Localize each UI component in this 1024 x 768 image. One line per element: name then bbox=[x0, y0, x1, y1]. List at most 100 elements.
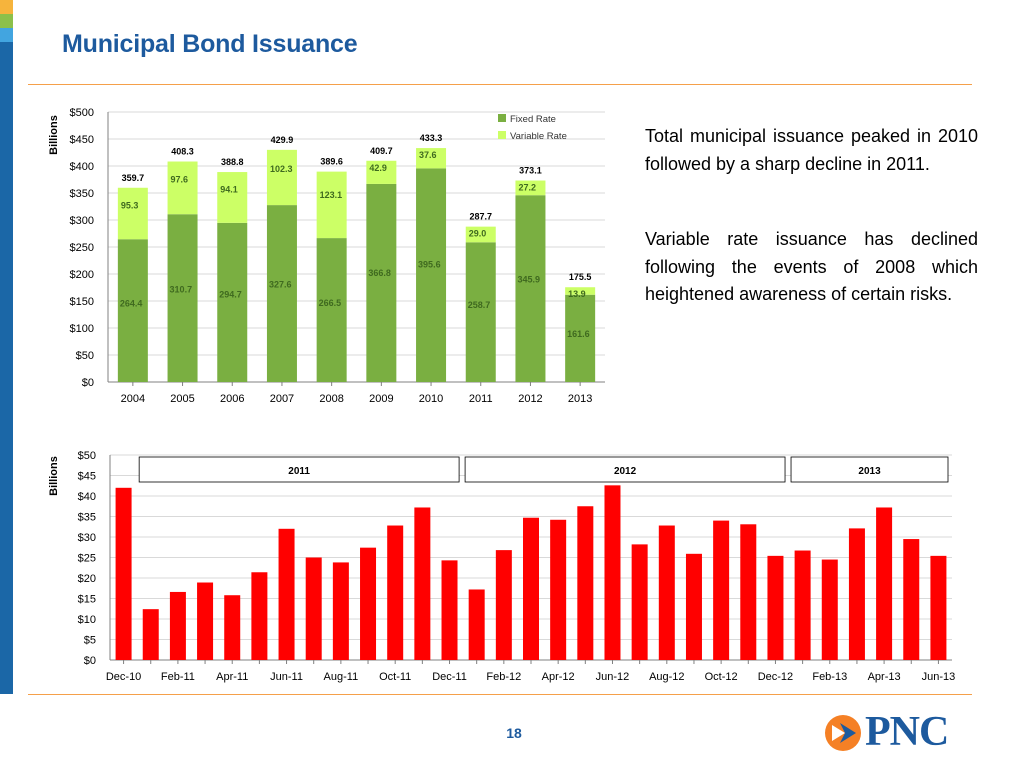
year-group-label: 2011 bbox=[288, 466, 310, 477]
pnc-logo: PNC bbox=[823, 709, 973, 755]
data-label-total: 409.7 bbox=[370, 146, 393, 156]
data-label-variable: 29.0 bbox=[469, 229, 487, 239]
data-label-total: 408.3 bbox=[171, 147, 194, 157]
x-tick-label: 2009 bbox=[369, 393, 393, 405]
year-group-label: 2013 bbox=[858, 466, 881, 477]
y-tick-label: $350 bbox=[70, 188, 94, 200]
x-tick-label: 2011 bbox=[469, 393, 493, 405]
bar-monthly-issuance bbox=[495, 550, 512, 660]
x-tick-label: Feb-13 bbox=[812, 671, 847, 683]
data-label-fixed: 161.6 bbox=[567, 329, 590, 339]
data-label-fixed: 327.6 bbox=[269, 280, 292, 290]
slide-title: Municipal Bond Issuance bbox=[62, 30, 358, 58]
y-tick-label: $40 bbox=[78, 491, 96, 503]
bar-monthly-issuance bbox=[631, 544, 648, 660]
y-tick-label: $500 bbox=[70, 107, 94, 119]
data-label-fixed: 366.8 bbox=[368, 268, 391, 278]
bar-variable-rate bbox=[266, 149, 297, 206]
bar-fixed-rate bbox=[217, 222, 248, 382]
data-label-variable: 37.6 bbox=[419, 150, 437, 160]
data-label-total: 389.6 bbox=[320, 157, 343, 167]
x-tick-label: 2005 bbox=[170, 393, 194, 405]
data-label-fixed: 294.7 bbox=[219, 289, 242, 299]
x-tick-label: Oct-12 bbox=[705, 671, 738, 683]
x-tick-label: Feb-12 bbox=[486, 671, 521, 683]
bar-monthly-issuance bbox=[360, 547, 377, 660]
bar-monthly-issuance bbox=[876, 507, 893, 660]
page-number: 18 bbox=[506, 725, 522, 741]
bar-monthly-issuance bbox=[278, 528, 295, 660]
bar-monthly-issuance bbox=[197, 582, 214, 660]
x-tick-label: Apr-12 bbox=[542, 671, 575, 683]
bar-variable-rate bbox=[366, 160, 397, 184]
x-tick-label: Apr-13 bbox=[868, 671, 901, 683]
footer-rule bbox=[28, 694, 972, 695]
bar-variable-rate bbox=[565, 287, 596, 295]
bar-monthly-issuance bbox=[848, 528, 865, 660]
bar-fixed-rate bbox=[465, 242, 496, 382]
bar-monthly-issuance bbox=[577, 506, 594, 660]
bar-monthly-issuance bbox=[685, 553, 702, 660]
bar-monthly-issuance bbox=[414, 507, 431, 660]
y-tick-label: $450 bbox=[70, 134, 94, 146]
y-tick-label: $45 bbox=[78, 471, 96, 483]
left-accent-bar bbox=[0, 0, 13, 694]
bar-variable-rate bbox=[117, 187, 148, 240]
bar-monthly-issuance bbox=[332, 562, 349, 660]
pnc-logo-text: PNC bbox=[865, 709, 949, 755]
bar-monthly-issuance bbox=[658, 525, 675, 660]
data-label-fixed: 266.5 bbox=[319, 298, 342, 308]
pnc-logo-icon bbox=[825, 715, 861, 751]
x-tick-label: Dec-10 bbox=[106, 671, 141, 683]
paragraph-variable-rate: Variable rate issuance has declined foll… bbox=[645, 229, 978, 304]
bar-variable-rate bbox=[316, 171, 347, 239]
bar-monthly-issuance bbox=[794, 550, 811, 660]
bar-monthly-issuance bbox=[550, 519, 567, 660]
bar-variable-rate bbox=[515, 180, 546, 196]
legend-label-fixed: Fixed Rate bbox=[510, 114, 556, 125]
bar-monthly-issuance bbox=[767, 555, 784, 660]
y-tick-label: $0 bbox=[84, 655, 96, 667]
data-label-total: 359.7 bbox=[122, 173, 145, 183]
y-tick-label: $300 bbox=[70, 215, 94, 227]
bar-fixed-rate bbox=[416, 168, 447, 382]
x-tick-label: Jun-13 bbox=[922, 671, 956, 683]
data-label-total: 175.5 bbox=[569, 272, 592, 282]
annual-issuance-chart: $0 $50 $100 $150 $200 $250 $300 $350 $400 $450 $50… bbox=[48, 107, 605, 405]
bar-monthly-issuance bbox=[930, 555, 947, 660]
bar-monthly-issuance bbox=[713, 520, 730, 660]
y-tick-label: $50 bbox=[78, 450, 96, 462]
y-tick-label: $400 bbox=[70, 161, 94, 173]
header-rule bbox=[28, 84, 972, 85]
y-tick-label: $10 bbox=[78, 614, 96, 626]
y-axis-title: Billions bbox=[48, 115, 60, 155]
data-label-fixed: 258.7 bbox=[468, 300, 491, 310]
y-tick-label: $25 bbox=[78, 553, 96, 565]
y-tick-label: $100 bbox=[70, 323, 94, 335]
y-tick-label: $35 bbox=[78, 512, 96, 524]
data-label-variable: 95.3 bbox=[121, 200, 139, 210]
x-tick-label: Feb-11 bbox=[161, 671, 195, 683]
data-label-variable: 13.9 bbox=[568, 289, 586, 299]
y-tick-label: $200 bbox=[70, 269, 94, 281]
bar-monthly-issuance bbox=[115, 487, 132, 660]
year-group-box bbox=[138, 456, 460, 483]
y-tick-label: $30 bbox=[78, 532, 96, 544]
bar-monthly-issuance bbox=[604, 485, 621, 660]
x-tick-label: 2006 bbox=[220, 393, 244, 405]
y-tick-label: $50 bbox=[76, 350, 94, 362]
y-tick-label: $20 bbox=[78, 573, 96, 585]
year-group-box bbox=[464, 456, 786, 483]
data-label-fixed: 395.6 bbox=[418, 260, 441, 270]
data-label-variable: 27.2 bbox=[518, 183, 536, 193]
bar-fixed-rate bbox=[515, 195, 546, 382]
x-tick-label: 2008 bbox=[319, 393, 343, 405]
bar-monthly-issuance bbox=[142, 609, 159, 660]
x-tick-label: 2010 bbox=[419, 393, 443, 405]
data-label-total: 373.1 bbox=[519, 166, 542, 176]
x-tick-label: 2004 bbox=[121, 393, 145, 405]
x-tick-label: Aug-11 bbox=[324, 671, 359, 683]
bar-variable-rate bbox=[167, 161, 198, 215]
data-label-fixed: 345.9 bbox=[517, 274, 540, 284]
